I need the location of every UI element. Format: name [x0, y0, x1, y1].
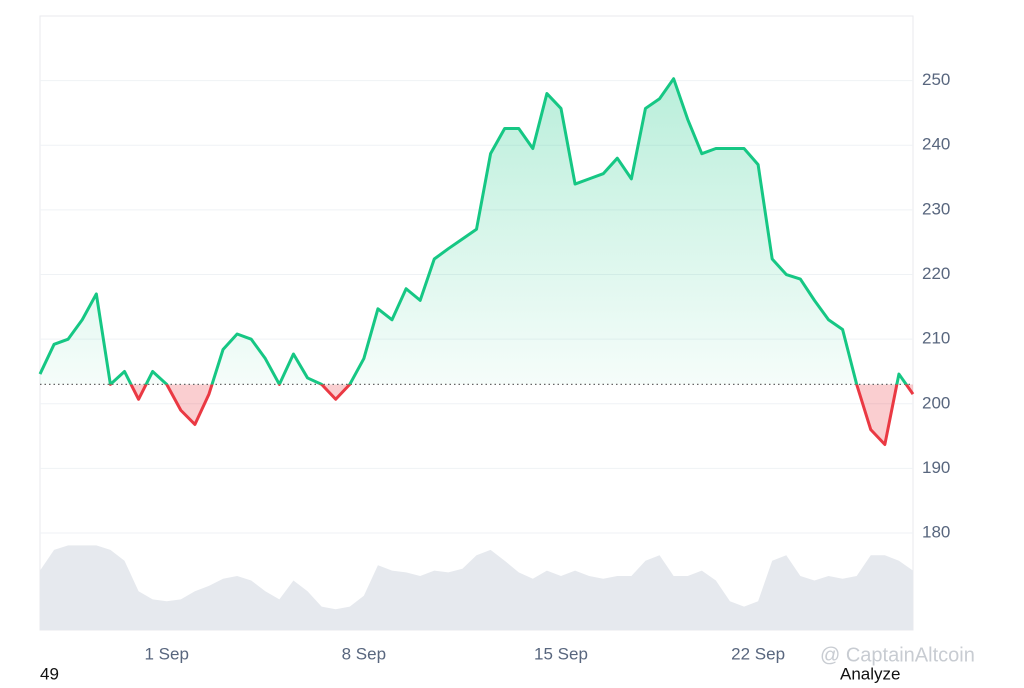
price-line — [38, 77, 915, 447]
y-tick-label: 220 — [922, 264, 950, 283]
analyze-button[interactable]: Analyze — [840, 664, 900, 683]
y-tick-label: 210 — [922, 329, 950, 348]
y-tick-label: 190 — [922, 458, 950, 477]
x-tick-label: 8 Sep — [342, 644, 386, 663]
footer-left: 49 — [40, 664, 59, 683]
y-tick-label: 230 — [922, 199, 950, 218]
x-tick-label: 1 Sep — [145, 644, 189, 663]
watermark: @ CaptainAltcoin — [820, 644, 975, 666]
y-tick-label: 240 — [922, 135, 950, 154]
area-fill — [40, 78, 913, 445]
y-tick-label: 200 — [922, 393, 950, 412]
volume-area — [40, 545, 913, 630]
y-tick-label: 250 — [922, 70, 950, 89]
x-tick-label: 22 Sep — [731, 644, 785, 663]
y-tick-label: 180 — [922, 523, 950, 542]
x-tick-label: 15 Sep — [534, 644, 588, 663]
